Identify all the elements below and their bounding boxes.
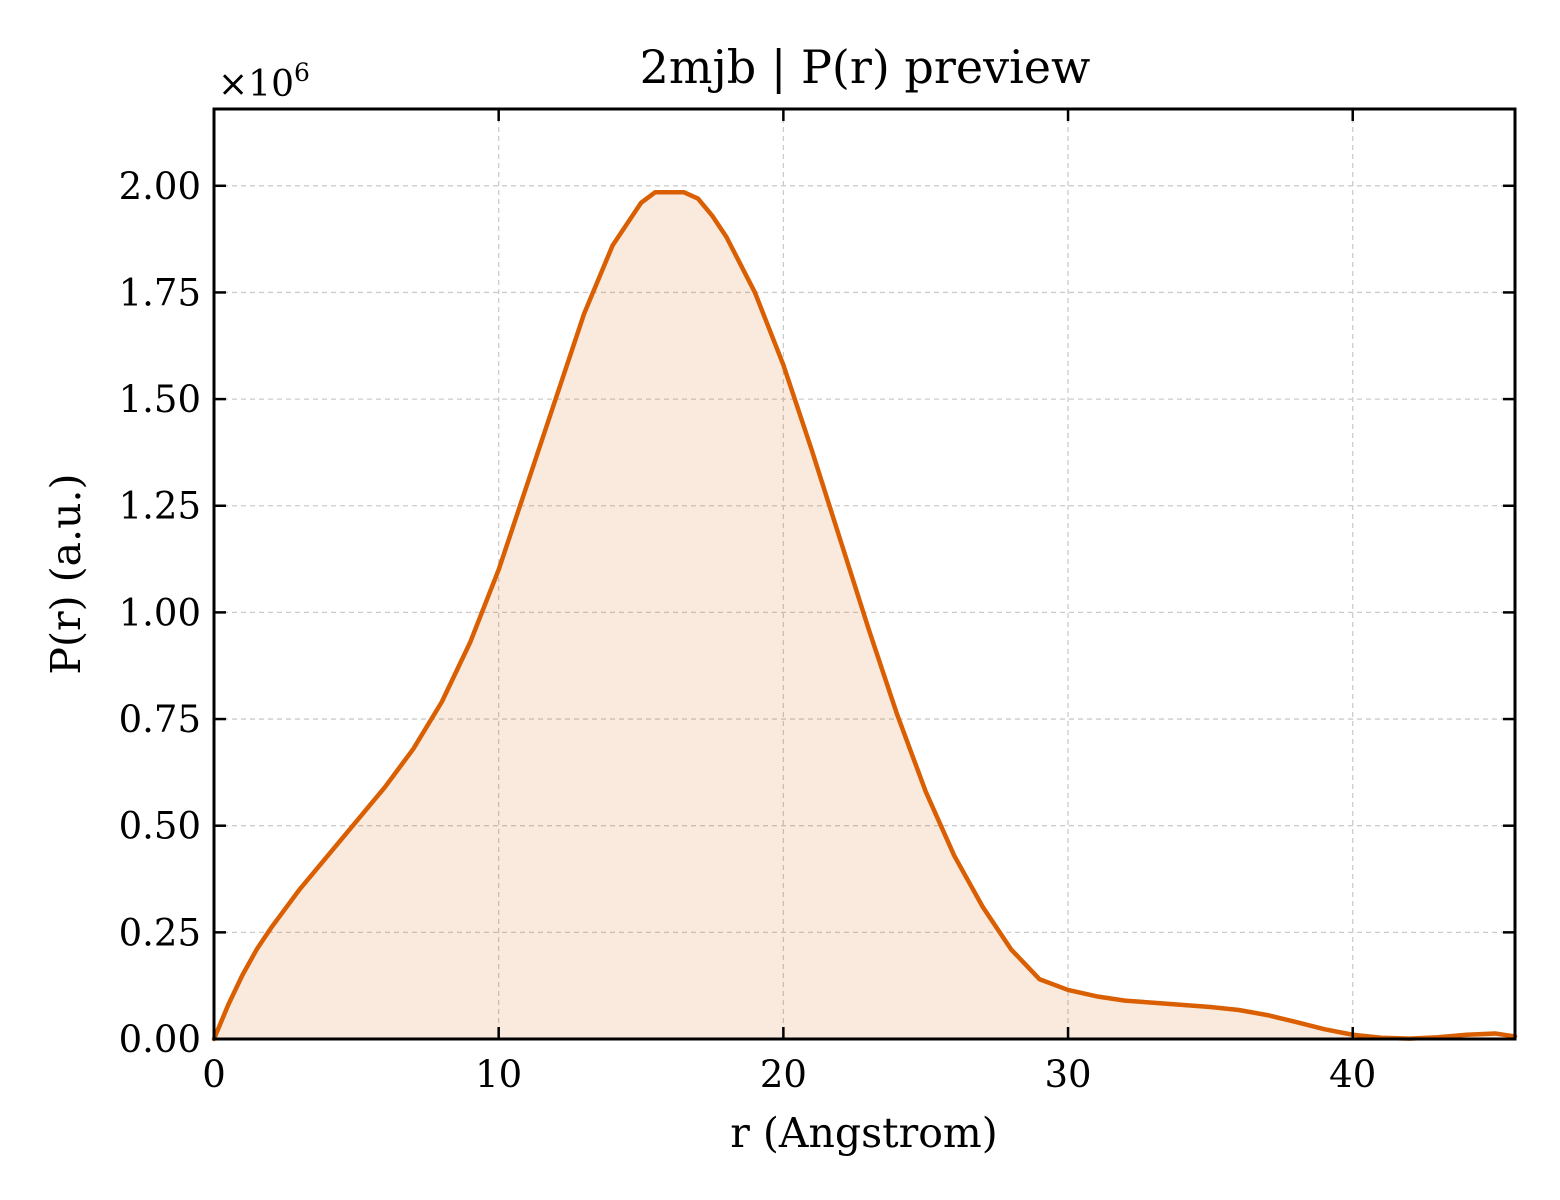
x-tick-label: 40 bbox=[1329, 1053, 1376, 1096]
grid-lines bbox=[214, 109, 1515, 1039]
x-axis-ticks: 0 10 20 30 40 bbox=[202, 109, 1376, 1096]
series-line bbox=[211, 189, 1518, 1042]
x-tick-label: 10 bbox=[475, 1053, 522, 1096]
y-tick-label: 0.00 bbox=[119, 1018, 201, 1061]
y-tick-label: 1.50 bbox=[119, 378, 201, 421]
area-fill bbox=[214, 192, 1515, 1039]
y-axis-ticks: 0.00 0.25 0.50 0.75 1.00 1.25 1.50 1.75 2.00 bbox=[119, 165, 1515, 1061]
y-tick-label: 1.00 bbox=[119, 591, 201, 634]
x-tick-label: 20 bbox=[760, 1053, 807, 1096]
plot-frame bbox=[212, 107, 1517, 1041]
y-tick-label: 0.50 bbox=[119, 805, 201, 848]
y-tick-label: 1.25 bbox=[119, 485, 201, 528]
x-axis-label: r (Angstrom) bbox=[730, 1109, 998, 1157]
y-tick-label: 0.25 bbox=[119, 911, 201, 954]
y-axis-label: P(r) (a.u.) bbox=[42, 473, 90, 674]
x-tick-label: 0 bbox=[202, 1053, 226, 1096]
y-tick-label: 0.75 bbox=[119, 698, 201, 741]
y-tick-label: 1.75 bbox=[119, 271, 201, 314]
y-multiplier-base: ×10 bbox=[218, 64, 294, 105]
y-multiplier-exponent: 6 bbox=[294, 58, 310, 87]
y-tick-label: 2.00 bbox=[119, 165, 201, 208]
x-tick-label: 30 bbox=[1045, 1053, 1092, 1096]
chart-title: 2mjb | P(r) preview bbox=[640, 40, 1091, 94]
y-multiplier-label: ×106 bbox=[218, 58, 310, 105]
